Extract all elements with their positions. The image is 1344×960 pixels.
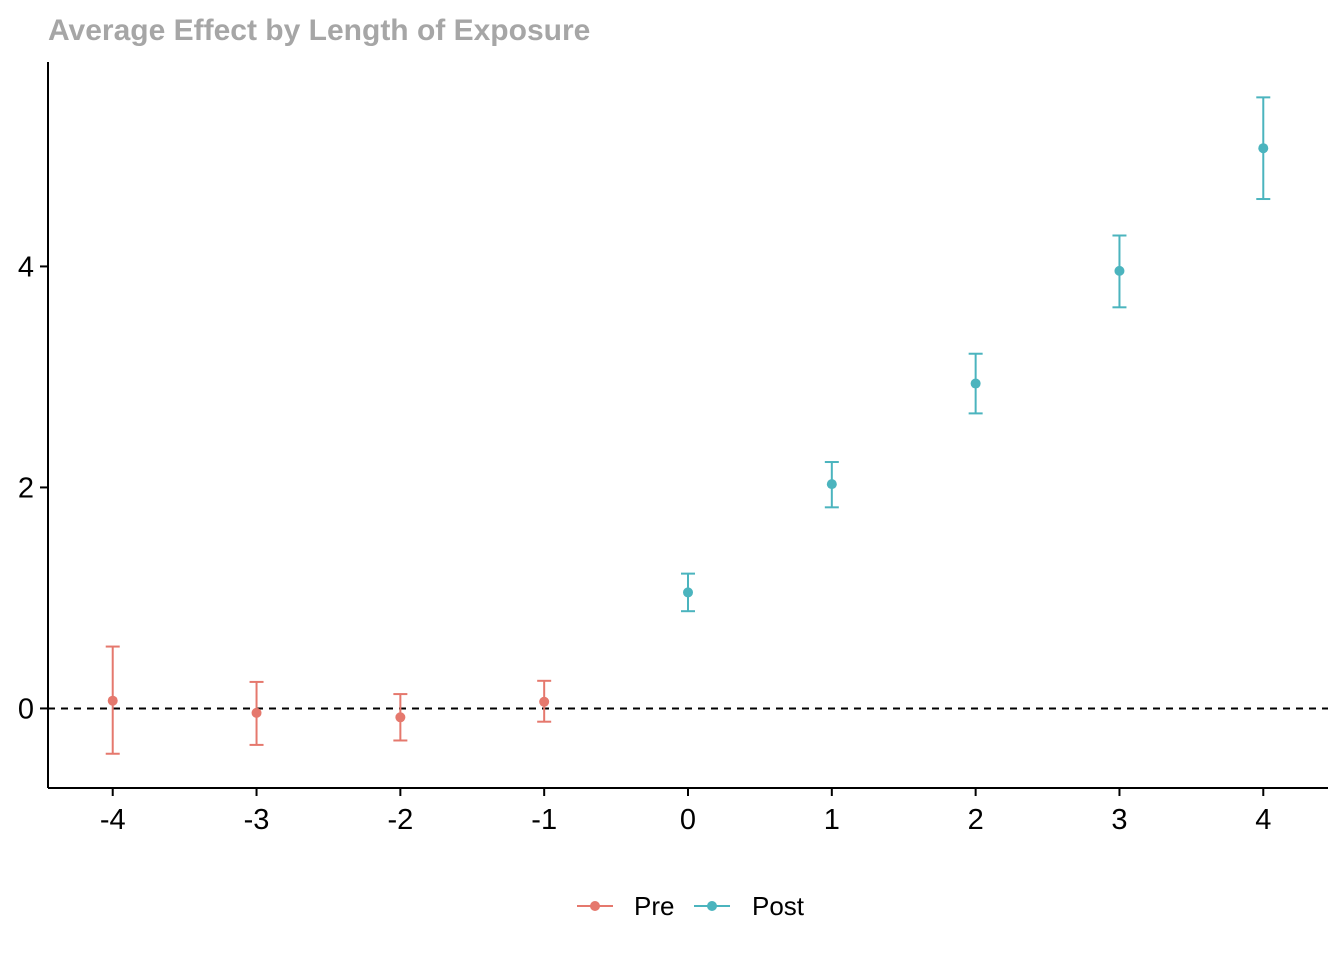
data-point xyxy=(1114,265,1125,276)
x-tick-label: 0 xyxy=(680,804,696,836)
axes: -4 -3 -2 -1 0 1 2 3 4 0 2 4 xyxy=(18,62,1328,836)
data-point xyxy=(251,707,262,718)
chart-title: Average Effect by Length of Exposure xyxy=(48,14,590,47)
data-point xyxy=(539,696,550,707)
x-tick-label: -2 xyxy=(387,804,413,836)
x-tick-label: 2 xyxy=(968,804,984,836)
x-tick-label: 3 xyxy=(1111,804,1127,836)
x-tick-label: -1 xyxy=(531,804,557,836)
data-point xyxy=(1258,143,1269,154)
data-marks xyxy=(105,96,1271,755)
legend-key-point xyxy=(590,901,600,911)
data-point xyxy=(826,479,837,490)
y-tick-label: 0 xyxy=(18,693,34,725)
data-point xyxy=(970,378,981,389)
data-point xyxy=(395,712,406,723)
x-tick-label: -3 xyxy=(244,804,270,836)
data-point xyxy=(107,695,118,706)
x-tick-label: 4 xyxy=(1255,804,1271,836)
series-post xyxy=(681,96,1271,613)
y-tick-label: 2 xyxy=(18,472,34,504)
legend-key-point xyxy=(707,901,717,911)
data-point xyxy=(683,587,693,598)
legend-label: Pre xyxy=(634,891,674,921)
x-tick-label: 1 xyxy=(824,804,840,836)
legend-item-post: Post xyxy=(694,891,805,921)
x-tick-label: -4 xyxy=(100,804,126,836)
legend-label: Post xyxy=(752,891,805,921)
series-pre xyxy=(105,645,552,755)
y-tick-label: 4 xyxy=(18,251,34,283)
legend-item-pre: Pre xyxy=(577,891,674,921)
legend: Pre Post xyxy=(577,891,805,921)
